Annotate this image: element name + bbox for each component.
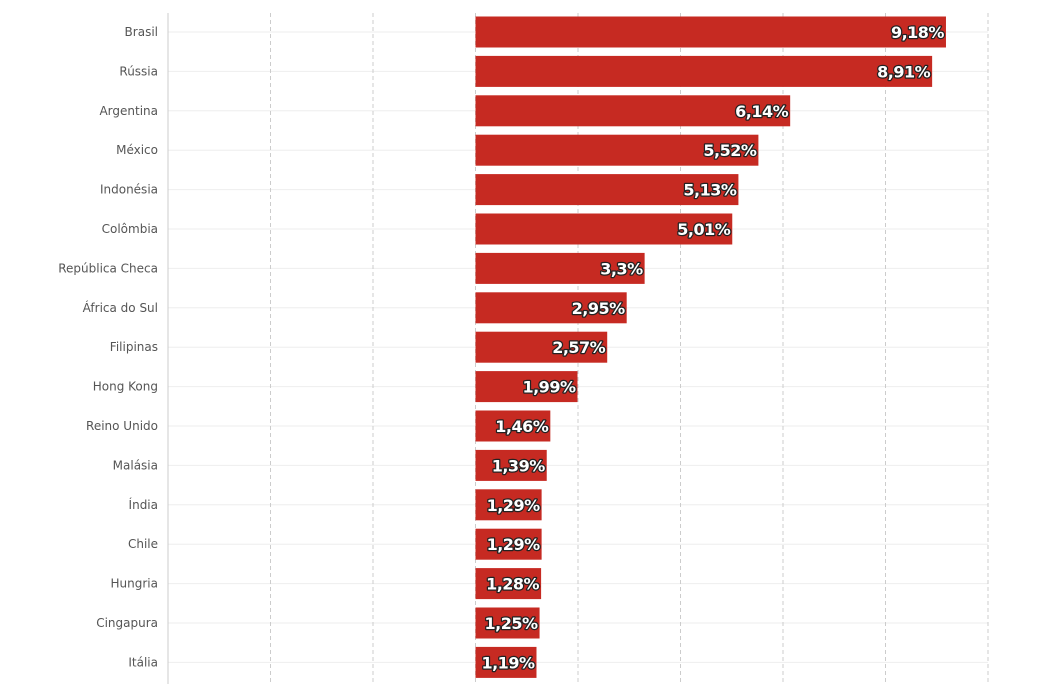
bar — [475, 528, 542, 560]
bar — [475, 95, 791, 127]
category-label: Hungria — [111, 577, 158, 591]
bars — [475, 16, 946, 678]
category-labels: Brasil Rússia Argentina México Indonésia Colô… — [58, 25, 158, 669]
category-label: Chile — [128, 537, 158, 551]
bar — [475, 410, 551, 442]
bar — [475, 568, 542, 600]
bar — [475, 292, 627, 324]
value-label: 1,28% — [486, 575, 539, 594]
category-label: Filipinas — [110, 340, 158, 354]
category-label: África do Sul — [83, 300, 158, 315]
category-label: Malásia — [113, 458, 158, 472]
value-label: 5,13% — [683, 181, 736, 200]
value-label: 6,14% — [735, 102, 788, 121]
category-label: Brasil — [125, 25, 158, 39]
grid — [167, 13, 989, 684]
category-label: Índia — [129, 497, 158, 512]
category-label: Reino Unido — [86, 419, 158, 433]
category-label: República Checa — [58, 261, 158, 275]
value-label: 1,19% — [481, 653, 534, 672]
bar — [475, 134, 759, 166]
value-label: 5,01% — [677, 220, 730, 239]
value-labels: 9,18% 8,91% 6,14% 5,52% 5,13% 5,01% 3,3% 2,95% 2… — [480, 22, 946, 674]
category-label: Cingapura — [96, 616, 158, 630]
bar — [475, 607, 540, 639]
category-label: México — [116, 143, 158, 157]
bar — [475, 371, 578, 403]
value-label: 2,57% — [552, 338, 605, 357]
category-label: Itália — [128, 655, 158, 669]
value-label: 5,52% — [703, 141, 756, 160]
bar — [475, 646, 537, 678]
bar — [475, 252, 645, 284]
bar — [475, 213, 733, 245]
value-label: 1,99% — [522, 378, 575, 397]
value-label: 1,29% — [487, 496, 540, 515]
bar — [475, 16, 946, 48]
value-label: 8,91% — [877, 62, 930, 81]
value-label: 1,39% — [492, 456, 545, 475]
category-label: Hong Kong — [93, 380, 158, 394]
bar — [475, 174, 739, 206]
value-label: 1,46% — [495, 417, 548, 436]
bar — [475, 55, 933, 87]
value-label: 1,25% — [485, 614, 538, 633]
category-label: Indonésia — [100, 183, 158, 197]
category-label: Argentina — [99, 104, 158, 118]
category-label: Colômbia — [102, 222, 158, 236]
value-label: 2,95% — [572, 299, 625, 318]
value-label: 9,18% — [891, 23, 944, 42]
bar — [475, 331, 608, 363]
bar — [475, 489, 542, 521]
bar — [475, 449, 547, 481]
value-label: 3,3% — [600, 259, 643, 278]
category-label: Rússia — [119, 64, 158, 78]
value-label: 1,29% — [487, 535, 540, 554]
